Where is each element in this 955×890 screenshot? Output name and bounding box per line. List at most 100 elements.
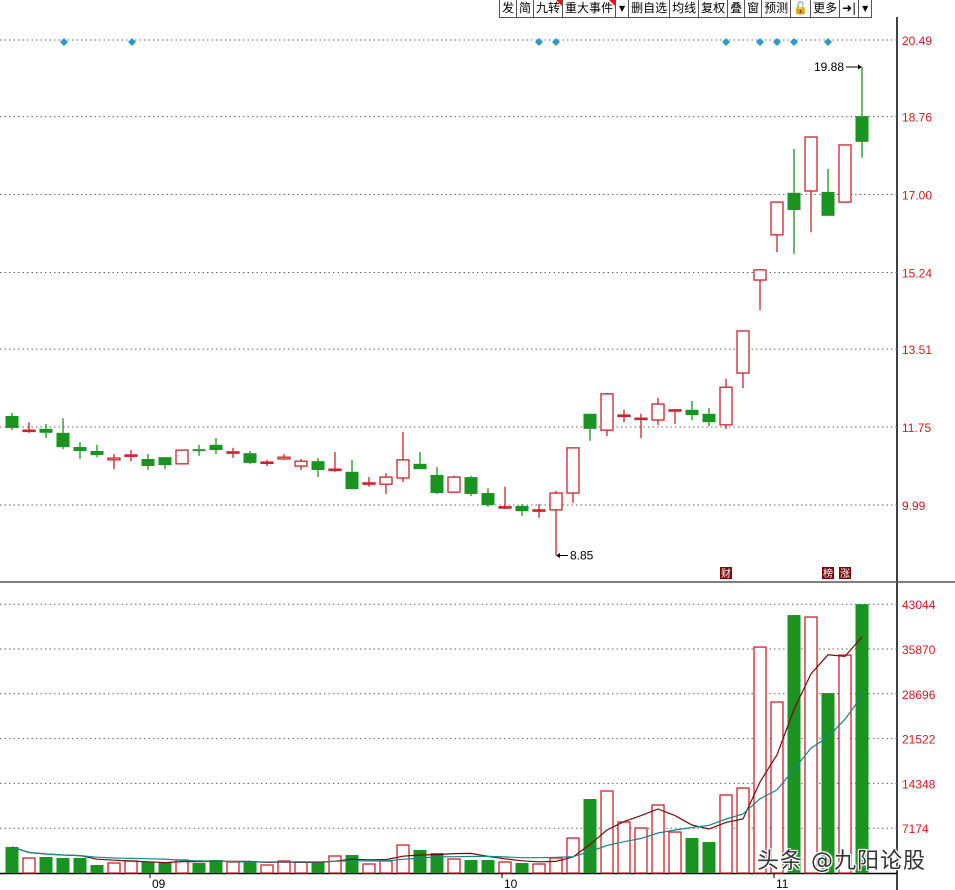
candle-body[interactable] xyxy=(821,191,835,216)
candle-body[interactable] xyxy=(583,413,597,429)
candle-body[interactable] xyxy=(22,429,36,433)
candle-body[interactable] xyxy=(311,461,325,471)
toolbar-button-1[interactable]: 简 xyxy=(516,0,533,17)
candle-body[interactable] xyxy=(379,476,393,485)
candle-body[interactable] xyxy=(549,492,563,511)
candle-body[interactable] xyxy=(804,136,818,192)
candle-body[interactable] xyxy=(634,417,648,421)
volume-bar xyxy=(770,701,784,874)
candle-body[interactable] xyxy=(73,446,87,451)
candle-body[interactable] xyxy=(294,460,308,467)
volume-axis-label: 21522 xyxy=(902,733,936,747)
event-badge[interactable] xyxy=(839,567,851,579)
candle-body[interactable] xyxy=(5,415,19,428)
volume-bar xyxy=(719,794,733,874)
event-marker-icon[interactable] xyxy=(128,38,136,46)
toolbar-button-0[interactable]: 发 xyxy=(499,0,516,17)
candle-body[interactable] xyxy=(328,468,342,472)
event-marker-icon[interactable] xyxy=(773,38,781,46)
candle-body[interactable] xyxy=(753,269,767,281)
event-marker-icon[interactable] xyxy=(790,38,798,46)
candle-body[interactable] xyxy=(56,432,70,447)
price-axis-label: 9.99 xyxy=(902,499,926,513)
volume-axis-label: 28696 xyxy=(902,688,936,702)
candle-body[interactable] xyxy=(838,144,852,203)
candle-body[interactable] xyxy=(447,476,461,493)
candle-body[interactable] xyxy=(209,444,223,451)
lock-icon[interactable]: 🔓 xyxy=(790,0,810,17)
event-marker-icon[interactable] xyxy=(535,38,543,46)
toolbar-button-8[interactable]: 叠 xyxy=(727,0,744,17)
volume-axis-label: 35870 xyxy=(902,643,936,657)
candle-body[interactable] xyxy=(481,493,495,506)
candle-body[interactable] xyxy=(107,457,121,461)
candle-body[interactable] xyxy=(566,447,580,494)
toolbar-button-2[interactable]: 九转 xyxy=(533,0,563,17)
price-axis-label: 13.51 xyxy=(902,343,932,357)
dropdown-arrow-icon[interactable]: ▼ xyxy=(615,0,628,17)
candle-body[interactable] xyxy=(736,330,750,374)
candle-body[interactable] xyxy=(39,428,53,433)
candle-body[interactable] xyxy=(464,477,478,494)
candle-body[interactable] xyxy=(243,453,257,463)
candle-body[interactable] xyxy=(617,414,631,418)
event-marker-icon[interactable] xyxy=(722,38,730,46)
candle-body[interactable] xyxy=(192,449,206,451)
volume-bar xyxy=(56,858,70,873)
candle-body[interactable] xyxy=(668,409,682,412)
event-marker-icon[interactable] xyxy=(552,38,560,46)
volume-bar xyxy=(413,850,427,873)
collapse-panel-icon[interactable]: ➜| xyxy=(839,0,858,17)
toolbar-button-3[interactable]: 重大事件 xyxy=(562,0,616,17)
price-axis-label: 17.00 xyxy=(902,189,932,203)
toolbar-button-6[interactable]: 均线 xyxy=(669,0,698,17)
candle-body[interactable] xyxy=(90,450,104,455)
volume-bar xyxy=(532,863,546,874)
event-marker-icon[interactable] xyxy=(756,38,764,46)
candle-body[interactable] xyxy=(362,482,376,485)
candle-body[interactable] xyxy=(600,393,614,431)
candle-body[interactable] xyxy=(532,509,546,512)
volume-axis-label: 7174 xyxy=(902,822,929,836)
event-marker-icon[interactable] xyxy=(60,38,68,46)
toolbar-button-9[interactable]: 窗 xyxy=(744,0,761,17)
candle-body[interactable] xyxy=(702,413,716,423)
volume-bar xyxy=(498,861,512,874)
candle-body[interactable] xyxy=(430,474,444,494)
candle-body[interactable] xyxy=(685,409,699,416)
candle-body[interactable] xyxy=(345,471,359,490)
volume-bar xyxy=(260,864,274,874)
candle-body[interactable] xyxy=(719,386,733,426)
event-badge-label: 涨 xyxy=(840,568,850,580)
event-badge-label: 榜 xyxy=(823,567,833,580)
candle-body[interactable] xyxy=(141,458,155,467)
event-marker-icon[interactable] xyxy=(824,38,832,46)
toolbar-button-5[interactable]: 删自选 xyxy=(628,0,669,17)
volume-bar xyxy=(124,860,138,874)
volume-bar xyxy=(787,615,801,873)
dropdown-arrow-icon[interactable]: ▼ xyxy=(858,0,873,17)
candle-body[interactable] xyxy=(260,461,274,464)
candle-body[interactable] xyxy=(651,403,665,421)
candle-body[interactable] xyxy=(158,457,172,466)
candle-body[interactable] xyxy=(175,449,189,465)
volume-bar xyxy=(277,860,291,874)
candle-body[interactable] xyxy=(124,454,138,457)
event-badge[interactable] xyxy=(720,567,732,579)
price-axis-label: 18.76 xyxy=(902,111,932,125)
price-axis-label: 20.49 xyxy=(902,34,932,48)
candle-body[interactable] xyxy=(855,116,869,142)
event-badge[interactable] xyxy=(822,567,834,579)
candle-body[interactable] xyxy=(396,459,410,479)
toolbar-button-7[interactable]: 复权 xyxy=(698,0,727,17)
toolbar-button-12[interactable]: 更多 xyxy=(810,0,839,17)
candle-body[interactable] xyxy=(498,506,512,509)
candle-body[interactable] xyxy=(787,192,801,211)
candle-body[interactable] xyxy=(277,456,291,460)
candle-body[interactable] xyxy=(413,463,427,470)
toolbar-button-10[interactable]: 预测 xyxy=(761,0,790,17)
candle-body[interactable] xyxy=(226,451,240,454)
candle-body[interactable] xyxy=(515,505,529,512)
candle-body[interactable] xyxy=(770,201,784,236)
